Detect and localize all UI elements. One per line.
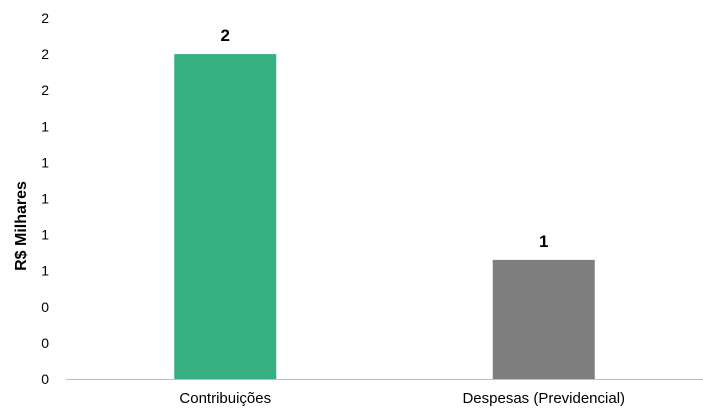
x-tick-labels: Contribuições Despesas (Previdencial) <box>179 390 625 407</box>
y-tick-label: 0 <box>41 299 49 315</box>
y-tick-label: 1 <box>41 227 49 243</box>
y-tick-label: 0 <box>41 335 49 351</box>
y-tick-label: 2 <box>41 82 49 98</box>
y-tick-label: 0 <box>41 371 49 387</box>
data-label: 1 <box>539 232 548 251</box>
bars <box>174 54 595 379</box>
y-tick-label: 1 <box>41 191 49 207</box>
y-tick-labels: 0 0 0 1 1 1 1 1 2 2 2 <box>41 10 49 387</box>
bar-1 <box>174 54 277 379</box>
data-label: 2 <box>221 26 230 45</box>
y-axis-label-group: R$ Milhares <box>13 181 30 271</box>
x-tick-label: Contribuições <box>179 390 271 407</box>
bar-2 <box>492 259 595 379</box>
y-tick-label: 1 <box>41 263 49 279</box>
y-tick-label: 2 <box>41 10 49 26</box>
y-tick-label: 2 <box>41 46 49 62</box>
y-tick-label: 1 <box>41 118 49 134</box>
data-labels: 21 <box>221 26 549 251</box>
y-tick-label: 1 <box>41 154 49 170</box>
x-tick-label: Despesas (Previdencial) <box>462 390 625 407</box>
y-axis-label: R$ Milhares <box>13 181 30 271</box>
